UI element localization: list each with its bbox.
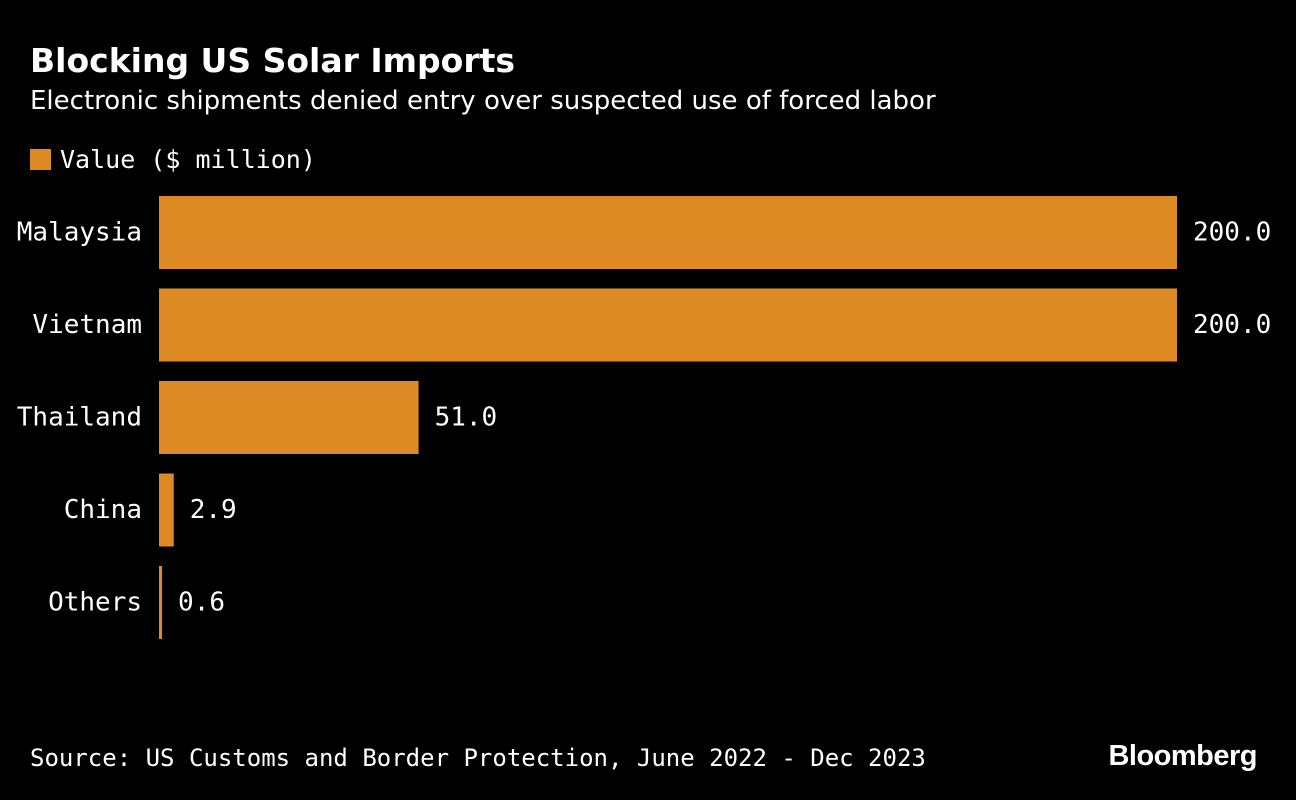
category-label-malaysia: Malaysia	[17, 218, 142, 248]
bloomberg-logo: Bloomberg	[1108, 740, 1257, 772]
legend-swatch	[30, 148, 51, 170]
category-label-vietnam: Vietnam	[32, 310, 142, 340]
bar-vietnam	[159, 288, 1177, 362]
source-note: Source: US Customs and Border Protection…	[30, 744, 926, 772]
category-label-others: Others	[48, 588, 142, 618]
bar-others	[159, 566, 163, 639]
legend-label: Value ($ million)	[60, 144, 316, 174]
category-label-thailand: Thailand	[17, 403, 142, 433]
bar-china	[159, 473, 174, 547]
value-label-vietnam: 200.0	[1193, 310, 1271, 340]
value-label-malaysia: 200.0	[1193, 218, 1271, 248]
bar-malaysia	[159, 196, 1177, 269]
category-label-china: China	[64, 495, 142, 525]
chart-subtitle: Electronic shipments denied entry over s…	[30, 86, 936, 116]
value-label-thailand: 51.0	[435, 403, 498, 433]
legend: Value ($ million)	[30, 141, 316, 177]
bar-chart: Malaysia 200.0 Vietnam 200.0 Thailand 51.0 Chi…	[17, 196, 1271, 639]
bar-thailand	[159, 381, 419, 454]
value-label-others: 0.6	[178, 588, 225, 618]
chart-title: Blocking US Solar Imports	[30, 41, 516, 80]
value-label-china: 2.9	[190, 495, 237, 525]
